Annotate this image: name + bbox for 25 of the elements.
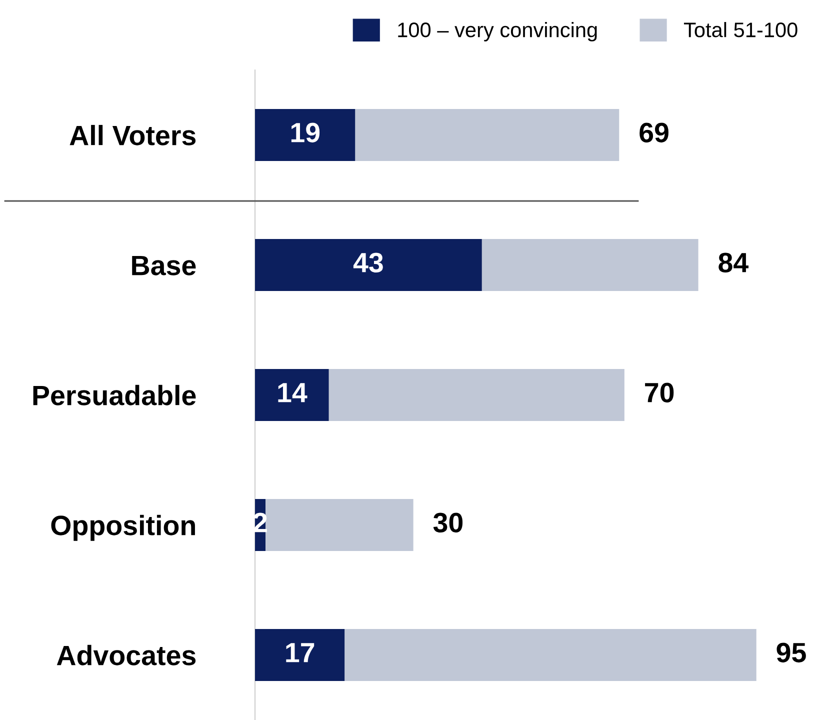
total-label: 69: [640, 122, 668, 142]
bar: [344, 629, 756, 681]
legend-label: Total 51-100: [684, 22, 798, 38]
bar: [255, 109, 356, 161]
bar: [255, 629, 345, 681]
bar: [328, 369, 624, 421]
y-tick-label: Base: [132, 256, 196, 276]
data-label: 43: [353, 252, 383, 272]
legend-label: 100 – very convincing: [398, 22, 597, 42]
bar: [266, 499, 414, 551]
y-tick-label: All Voters: [70, 124, 196, 146]
bar: [355, 109, 620, 161]
y-tick-label: Advocates: [56, 644, 196, 666]
data-label: 19: [291, 122, 320, 142]
total-label: 95: [776, 642, 806, 662]
data-label: 17: [286, 643, 314, 662]
y-tick-label: Persuadable: [33, 384, 196, 406]
bar: [255, 239, 482, 291]
bar: [482, 239, 698, 291]
total-label: 70: [645, 382, 674, 402]
total-label: 30: [433, 512, 463, 532]
y-tick-label: Opposition: [51, 514, 195, 541]
bar: [255, 369, 329, 421]
data-label: 14: [278, 383, 308, 402]
total-label: 84: [718, 252, 748, 272]
